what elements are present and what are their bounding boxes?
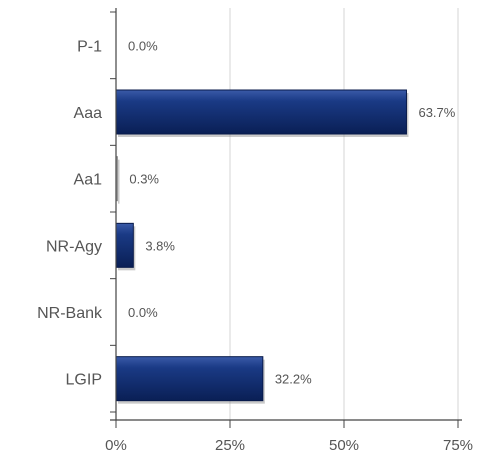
value-label: 0.3% <box>129 172 159 187</box>
bar-aaa <box>115 89 407 135</box>
value-label: 0.0% <box>128 38 158 53</box>
x-tick-label: 25% <box>215 437 245 454</box>
x-tick-label: 0% <box>105 437 127 454</box>
x-tick-label: 50% <box>329 437 359 454</box>
value-label: 32.2% <box>275 372 312 387</box>
axes <box>110 8 462 428</box>
value-label: 3.8% <box>145 238 175 253</box>
x-tick-label: 75% <box>443 437 473 454</box>
labels: 0% 25% 50% 75% P-1 0.0% Aaa 63.7% Aa1 0.3% NR-Agy 3… <box>37 38 473 454</box>
category-label: NR-Agy <box>46 238 102 255</box>
category-label: P-1 <box>77 38 102 55</box>
value-label: 63.7% <box>418 105 455 120</box>
category-label: NR-Bank <box>37 305 103 322</box>
value-label: 0.0% <box>128 305 158 320</box>
bar-lgip <box>115 356 264 402</box>
category-label: Aa1 <box>74 172 103 189</box>
bar-shadow <box>118 159 120 204</box>
category-label: LGIP <box>66 372 102 389</box>
bar-nr-agy <box>115 222 134 268</box>
gridlines <box>229 8 459 420</box>
category-label: Aaa <box>74 105 103 122</box>
bars <box>115 89 409 404</box>
